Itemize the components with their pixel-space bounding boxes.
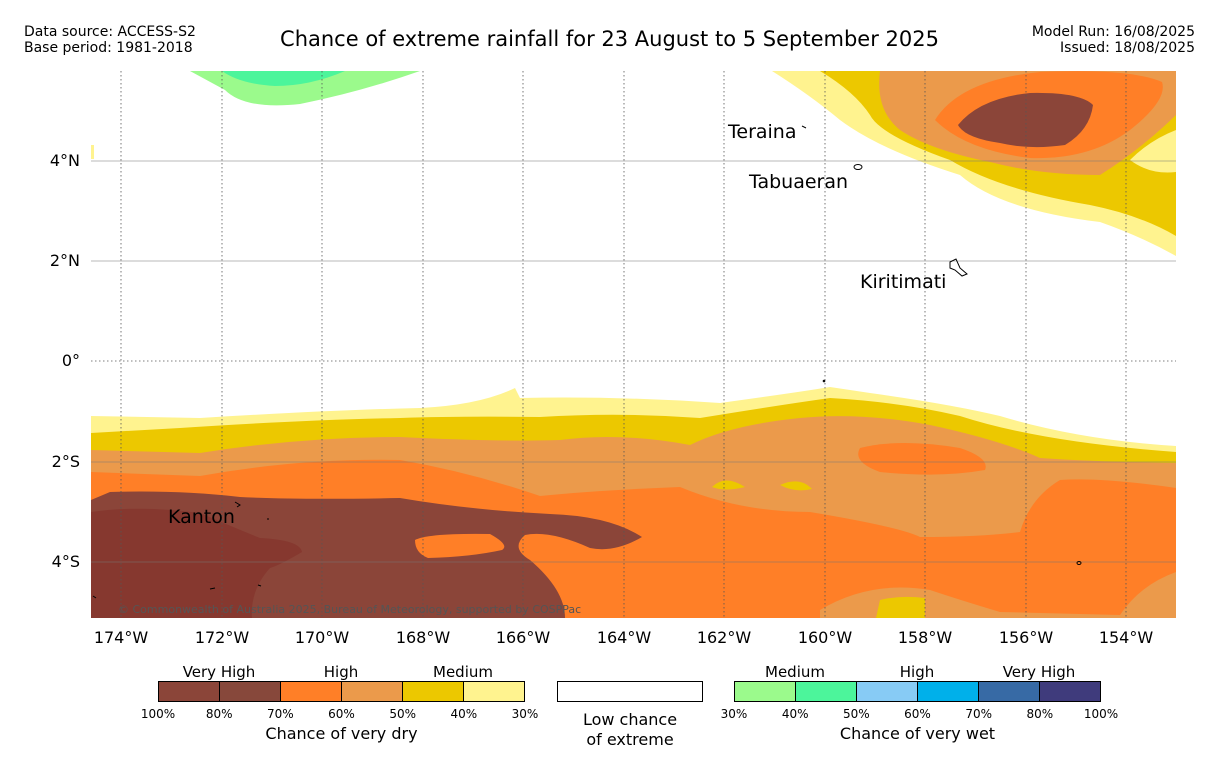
place-label-teraina: Teraina xyxy=(728,121,797,143)
lon-label-154w: 154°W xyxy=(1098,628,1154,647)
lon-label-158w: 158°W xyxy=(897,628,953,647)
kiritimati-island xyxy=(949,258,968,277)
legend-dry-swatch-2 xyxy=(280,682,341,701)
lon-label-162w: 162°W xyxy=(696,628,752,647)
malden-island xyxy=(1076,561,1082,565)
lon-label-156w: 156°W xyxy=(998,628,1054,647)
south-dry-70-patch xyxy=(858,443,986,475)
jarvis-island xyxy=(822,379,826,383)
legend-dry-swatch-4 xyxy=(402,682,463,701)
legend-dry-tick-label: 50% xyxy=(389,707,416,721)
lat-label-0: 0° xyxy=(61,351,80,370)
lat-label-4n: 4°N xyxy=(49,151,80,170)
model-run-text: Model Run: 16/08/2025 xyxy=(1031,24,1195,40)
legend-dry-swatch-3 xyxy=(341,682,402,701)
legend-dry-medium: Medium xyxy=(433,663,493,681)
south-dry-70-hole xyxy=(415,533,505,558)
islet-b xyxy=(257,584,262,587)
legend-wet-swatch-5 xyxy=(1039,682,1100,701)
place-label-tabuaeran: Tabuaeran xyxy=(749,171,849,193)
copyright-text: © Commonwealth of Australia 2025, Bureau… xyxy=(118,603,582,616)
lat-label-2s: 2°S xyxy=(51,452,80,471)
legend-low-line2: of extreme xyxy=(586,730,674,749)
legend-dry-swatch-0 xyxy=(159,682,219,701)
legend-wet-tick-label: 80% xyxy=(1026,707,1054,721)
lat-label-2n: 2°N xyxy=(49,251,80,270)
legend-low-line1: Low chance xyxy=(582,710,678,729)
legend-dry-very-high: Very High xyxy=(182,663,256,681)
legend-wet-tick-label: 30% xyxy=(720,707,748,721)
south-dry-50-patch-c xyxy=(876,596,925,618)
legend-wet-swatch-2 xyxy=(856,682,917,701)
legend-low-chance-swatch xyxy=(557,681,703,702)
legend-wet-swatch-1 xyxy=(795,682,856,701)
legend-wet-caption: Chance of very wet xyxy=(839,724,996,743)
page-title: Chance of extreme rainfall for 23 August… xyxy=(280,27,939,51)
legend-wet-very-high: Very High xyxy=(1002,663,1076,681)
legend-wet-medium: Medium xyxy=(765,663,825,681)
islet-d xyxy=(92,595,97,599)
legend-dry-caption: Chance of very dry xyxy=(265,724,418,743)
legend-dry-high: High xyxy=(323,663,359,681)
legend-dry-colorbar xyxy=(158,681,525,702)
legend-wet-swatch-3 xyxy=(917,682,978,701)
legend-dry-tick-label: 60% xyxy=(328,707,355,721)
legend-wet-tick-label: 70% xyxy=(965,707,992,721)
place-label-kiritimati: Kiritimati xyxy=(860,271,947,293)
legend-wet-colorbar xyxy=(734,681,1101,702)
legend-dry-tick-label: 80% xyxy=(205,707,233,721)
ne-dry-40-patch xyxy=(1130,130,1176,173)
lon-label-160w: 160°W xyxy=(797,628,853,647)
tabuaeran-island xyxy=(853,164,863,170)
data-source-text: Data source: ACCESS-S2 xyxy=(24,24,196,40)
base-period-text: Base period: 1981-2018 xyxy=(24,40,193,56)
issued-text: Issued: 18/08/2025 xyxy=(1060,40,1195,56)
legend-wet-tick-label: 50% xyxy=(842,707,870,721)
lon-label-164w: 164°W xyxy=(596,628,652,647)
teraina-island xyxy=(801,125,807,129)
lat-label-4s: 4°S xyxy=(51,552,80,571)
legend-dry-tick-label: 40% xyxy=(450,707,478,721)
legend-dry-swatch-5 xyxy=(463,682,524,701)
lon-label-170w: 170°W xyxy=(294,628,350,647)
south-dry-90-region xyxy=(91,508,302,618)
island-outlines xyxy=(92,125,1082,599)
south-dry-50-patch-b xyxy=(780,481,812,491)
legend-dry-tick-label: 30% xyxy=(511,707,539,721)
lon-label-174w: 174°W xyxy=(93,628,149,647)
lat-gridlines xyxy=(91,160,1176,563)
lon-label-166w: 166°W xyxy=(495,628,551,647)
legend-wet-swatch-0 xyxy=(735,682,795,701)
legend-wet-tick-label: 100% xyxy=(1083,707,1119,721)
legend-dry-tick-label: 100% xyxy=(140,707,176,721)
header-left: Data source: ACCESS-S2 Base period: 1981… xyxy=(24,24,196,56)
ne-dry-80-region xyxy=(958,92,1093,148)
west-edge-yellow xyxy=(91,145,94,159)
islet-a xyxy=(209,587,216,590)
legend-wet-swatch-4 xyxy=(978,682,1039,701)
legend-wet-tick-label: 40% xyxy=(781,707,809,721)
wet-high-region xyxy=(222,71,345,86)
header-right: Model Run: 16/08/2025 Issued: 18/08/2025 xyxy=(1032,24,1195,56)
legend-wet-high: High xyxy=(899,663,935,681)
legend-wet-tick-label: 60% xyxy=(904,707,931,721)
south-dry-50-patch-a xyxy=(712,480,745,490)
legend-dry-tick-label: 70% xyxy=(266,707,294,721)
lon-label-168w: 168°W xyxy=(395,628,451,647)
lon-label-172w: 172°W xyxy=(194,628,250,647)
legend-dry-swatch-1 xyxy=(219,682,280,701)
place-label-kanton: Kanton xyxy=(168,506,235,528)
kanton-island xyxy=(234,501,241,508)
graticule xyxy=(91,71,1176,618)
legend-low-chance-text: Low chance of extreme xyxy=(557,710,703,750)
